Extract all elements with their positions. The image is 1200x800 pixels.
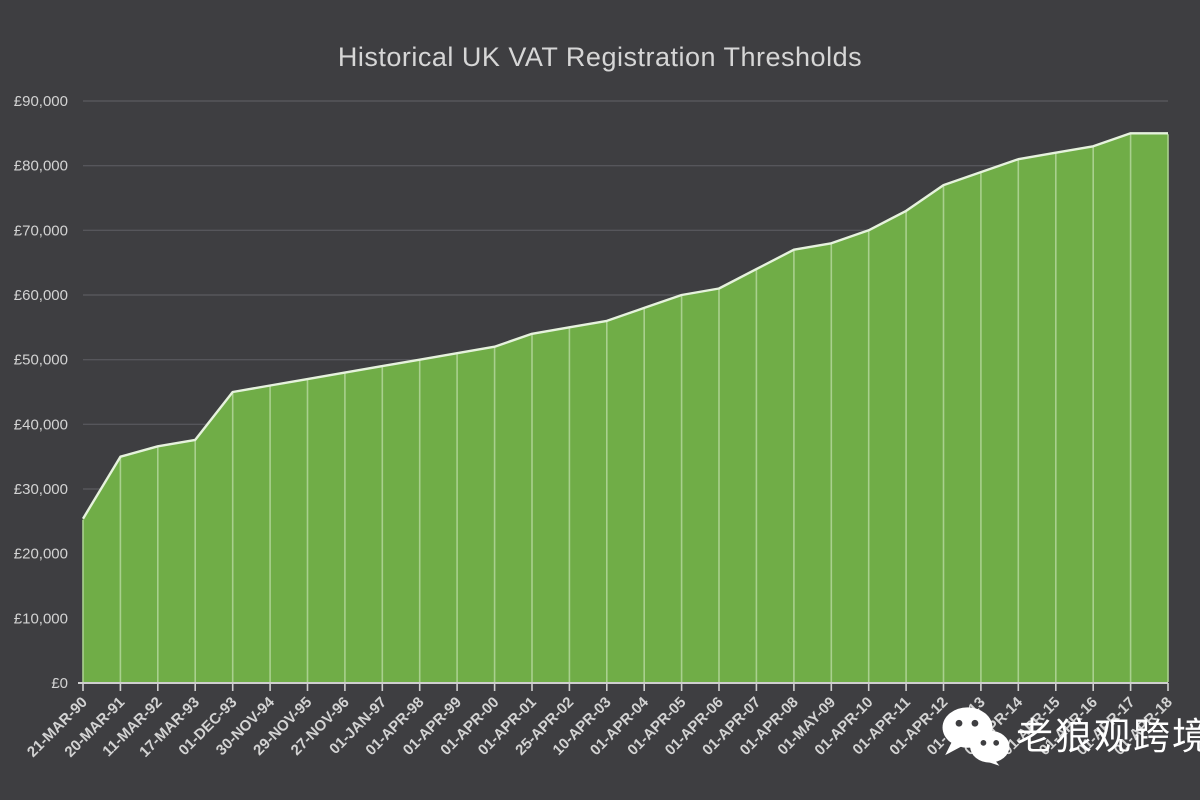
y-axis-label: £80,000 bbox=[14, 158, 68, 175]
watermark: 老狼观跨境 bbox=[942, 706, 1200, 766]
y-axis-label: £70,000 bbox=[14, 222, 68, 239]
series-top-line bbox=[81, 132, 1168, 520]
y-axis-label: £10,000 bbox=[14, 610, 68, 627]
y-axis-label: £0 bbox=[51, 675, 68, 692]
chart-title: Historical UK VAT Registration Threshold… bbox=[337, 42, 863, 72]
y-axis-label: £60,000 bbox=[14, 287, 68, 304]
watermark-text: 老狼观跨境 bbox=[1016, 715, 1200, 757]
y-axis-label: £50,000 bbox=[14, 352, 68, 369]
y-axis-label: £40,000 bbox=[14, 416, 68, 433]
wechat-icon bbox=[942, 707, 1010, 766]
y-axis-label: £20,000 bbox=[14, 546, 68, 563]
y-axis-label: £90,000 bbox=[14, 93, 68, 110]
area-series bbox=[83, 133, 1168, 684]
y-axis-label: £30,000 bbox=[14, 481, 68, 498]
